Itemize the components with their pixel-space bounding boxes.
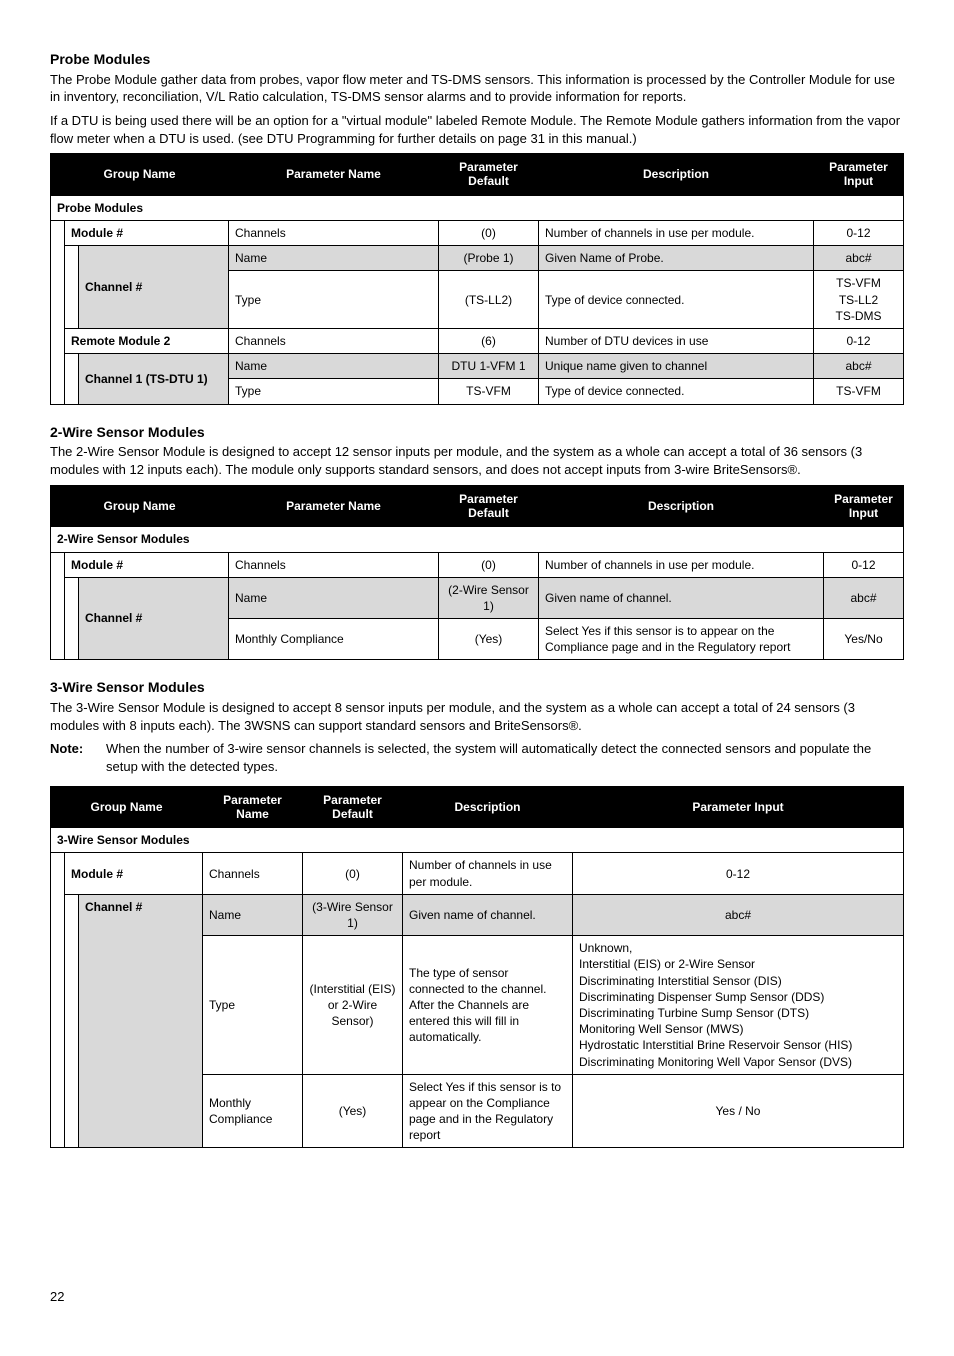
th-desc: Description xyxy=(539,485,824,527)
th-param: Parameter Name xyxy=(229,485,439,527)
cell: Given name of channel. xyxy=(539,577,824,618)
cell: Channels xyxy=(203,853,303,894)
wire2-section-label: 2-Wire Sensor Modules xyxy=(51,527,904,552)
probe-para2: If a DTU is being used there will be an … xyxy=(50,112,904,147)
wire2-heading: 2-Wire Sensor Modules xyxy=(50,423,904,442)
cell: (0) xyxy=(439,221,539,246)
cell: Given name of channel. xyxy=(403,894,573,935)
cell: Name xyxy=(229,246,439,271)
cell: 0-12 xyxy=(573,853,904,894)
cell: Select Yes if this sensor is to appear o… xyxy=(403,1074,573,1148)
cell: Yes/No xyxy=(824,619,904,660)
wire2-table: Group Name Parameter Name Parameter Defa… xyxy=(50,485,904,661)
cell: Yes / No xyxy=(573,1074,904,1148)
th-group: Group Name xyxy=(51,154,229,196)
cell: Type xyxy=(229,379,439,404)
channel-label: Channel # xyxy=(79,577,229,660)
cell: Select Yes if this sensor is to appear o… xyxy=(539,619,824,660)
th-input: Parameter Input xyxy=(814,154,904,196)
wire2-section: 2-Wire Sensor Modules The 2-Wire Sensor … xyxy=(50,423,904,661)
cell: Number of channels in use per module. xyxy=(403,853,573,894)
cell: abc# xyxy=(814,246,904,271)
note-label: Note: xyxy=(50,740,100,775)
probe-heading: Probe Modules xyxy=(50,50,904,69)
cell: (2-Wire Sensor 1) xyxy=(439,577,539,618)
cell: (6) xyxy=(439,328,539,353)
th-default: Parameter Default xyxy=(303,786,403,828)
th-group: Group Name xyxy=(51,485,229,527)
probe-para1: The Probe Module gather data from probes… xyxy=(50,71,904,106)
wire3-table: Group Name Parameter Name Parameter Defa… xyxy=(50,786,904,1149)
cell: Type of device connected. xyxy=(539,379,814,404)
channel-label: Channel # xyxy=(79,894,203,1148)
th-param: Parameter Name xyxy=(203,786,303,828)
note-text: When the number of 3-wire sensor channel… xyxy=(106,740,904,775)
th-input: Parameter Input xyxy=(573,786,904,828)
cell: Unknown, Interstitial (EIS) or 2-Wire Se… xyxy=(573,936,904,1075)
cell: (Yes) xyxy=(303,1074,403,1148)
cell: Number of channels in use per module. xyxy=(539,221,814,246)
cell: (TS-LL2) xyxy=(439,271,539,329)
th-group: Group Name xyxy=(51,786,203,828)
cell: The type of sensor connected to the chan… xyxy=(403,936,573,1075)
probe-section: Probe Modules The Probe Module gather da… xyxy=(50,50,904,405)
cell: DTU 1-VFM 1 xyxy=(439,354,539,379)
cell: (0) xyxy=(303,853,403,894)
wire3-note: Note: When the number of 3-wire sensor c… xyxy=(50,740,904,775)
wire3-section: 3-Wire Sensor Modules The 3-Wire Sensor … xyxy=(50,678,904,1148)
cell: Type xyxy=(229,271,439,329)
remote-module-label: Remote Module 2 xyxy=(65,328,229,353)
wire3-section-label: 3-Wire Sensor Modules xyxy=(51,828,904,853)
cell: Type of device connected. xyxy=(539,271,814,329)
module-label: Module # xyxy=(65,552,229,577)
cell: Number of DTU devices in use xyxy=(539,328,814,353)
cell: Name xyxy=(203,894,303,935)
probe-section-label: Probe Modules xyxy=(51,195,904,220)
cell: Channels xyxy=(229,328,439,353)
cell: Monthly Compliance xyxy=(203,1074,303,1148)
th-input: Parameter Input xyxy=(824,485,904,527)
cell: Monthly Compliance xyxy=(229,619,439,660)
probe-table: Group Name Parameter Name Parameter Defa… xyxy=(50,153,904,404)
module-label: Module # xyxy=(65,853,203,894)
cell: Name xyxy=(229,577,439,618)
module-label: Module # xyxy=(65,221,229,246)
cell: Unique name given to channel xyxy=(539,354,814,379)
cell: 0-12 xyxy=(824,552,904,577)
th-desc: Description xyxy=(403,786,573,828)
cell: Type xyxy=(203,936,303,1075)
cell: abc# xyxy=(573,894,904,935)
cell: (3-Wire Sensor 1) xyxy=(303,894,403,935)
cell: abc# xyxy=(814,354,904,379)
page-number: 22 xyxy=(50,1288,904,1306)
channel-label: Channel # xyxy=(79,246,229,329)
cell: 0-12 xyxy=(814,328,904,353)
cell: Name xyxy=(229,354,439,379)
cell: TS-VFM xyxy=(439,379,539,404)
th-default: Parameter Default xyxy=(439,154,539,196)
cell: (Yes) xyxy=(439,619,539,660)
th-param: Parameter Name xyxy=(229,154,439,196)
th-default: Parameter Default xyxy=(439,485,539,527)
wire2-para1: The 2-Wire Sensor Module is designed to … xyxy=(50,443,904,478)
cell: TS-VFM xyxy=(814,379,904,404)
cell: Given Name of Probe. xyxy=(539,246,814,271)
cell: Number of channels in use per module. xyxy=(539,552,824,577)
cell: (Interstitial (EIS) or 2-Wire Sensor) xyxy=(303,936,403,1075)
cell: abc# xyxy=(824,577,904,618)
cell: 0-12 xyxy=(814,221,904,246)
cell: TS-VFM TS-LL2 TS-DMS xyxy=(814,271,904,329)
cell: Channels xyxy=(229,552,439,577)
th-desc: Description xyxy=(539,154,814,196)
cell: (Probe 1) xyxy=(439,246,539,271)
cell: (0) xyxy=(439,552,539,577)
wire3-para1: The 3-Wire Sensor Module is designed to … xyxy=(50,699,904,734)
remote-channel-label: Channel 1 (TS-DTU 1) xyxy=(79,354,229,404)
wire3-heading: 3-Wire Sensor Modules xyxy=(50,678,904,697)
cell: Channels xyxy=(229,221,439,246)
